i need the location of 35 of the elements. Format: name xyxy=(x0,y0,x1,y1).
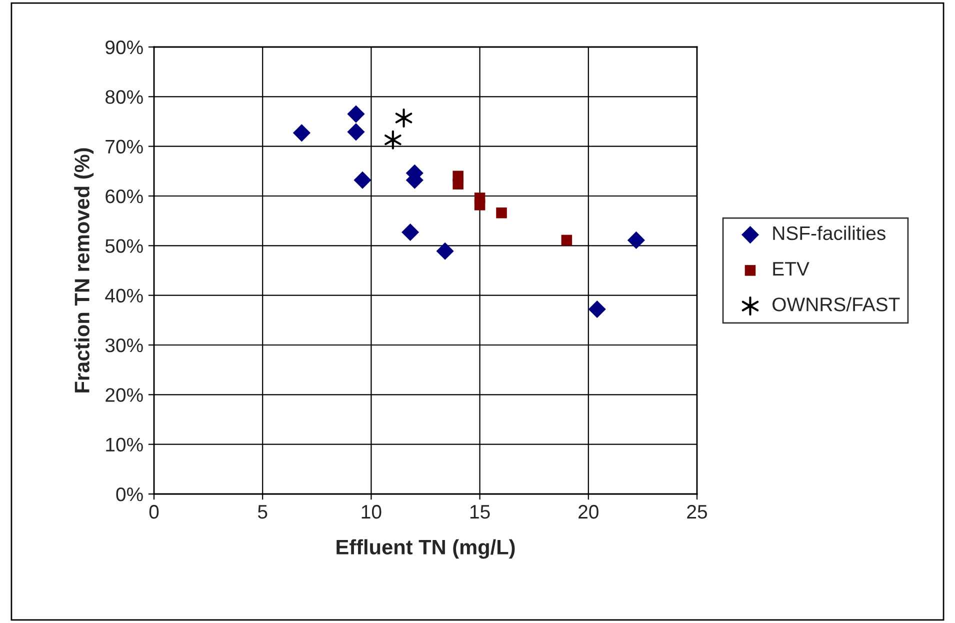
y-tick-label: 90% xyxy=(106,40,143,54)
legend-label: OWNRS/FAST xyxy=(772,297,900,312)
legend-label: NSF-facilities xyxy=(773,226,886,240)
y-tick-label: 0% xyxy=(116,487,143,502)
point xyxy=(347,105,365,123)
point xyxy=(292,124,310,142)
point xyxy=(474,200,486,210)
y-axis-title: Fraction TN removed (%) xyxy=(74,148,94,392)
point xyxy=(347,123,365,141)
x-tick-label: 25 xyxy=(687,504,707,519)
point xyxy=(402,223,420,242)
point xyxy=(384,130,402,150)
point xyxy=(561,234,572,246)
point xyxy=(354,171,372,189)
y-tick-label: 30% xyxy=(105,338,143,352)
x-tick-label: 20 xyxy=(578,504,598,519)
point xyxy=(588,300,606,318)
y-tick-label: 80% xyxy=(106,90,143,104)
y-tick-label: 10% xyxy=(106,438,143,452)
x-tick-label: 10 xyxy=(362,504,382,519)
point xyxy=(452,178,464,190)
x-tick-label: 15 xyxy=(470,505,490,519)
x-tick-label: 0 xyxy=(149,504,159,519)
y-tick-label: 60% xyxy=(106,189,143,204)
y-tick-label: 20% xyxy=(106,388,143,402)
point xyxy=(436,242,454,260)
x-tick-label: 5 xyxy=(258,505,268,519)
y-tick-label: 70% xyxy=(106,140,143,154)
legend-label: ETV xyxy=(773,262,810,276)
point xyxy=(496,208,507,218)
y-tick-label: 40% xyxy=(105,288,143,303)
x-axis-title: Effluent TN (mg/L) xyxy=(336,539,515,559)
y-tick-label: 50% xyxy=(105,239,143,253)
point xyxy=(627,231,645,249)
point xyxy=(395,108,412,128)
